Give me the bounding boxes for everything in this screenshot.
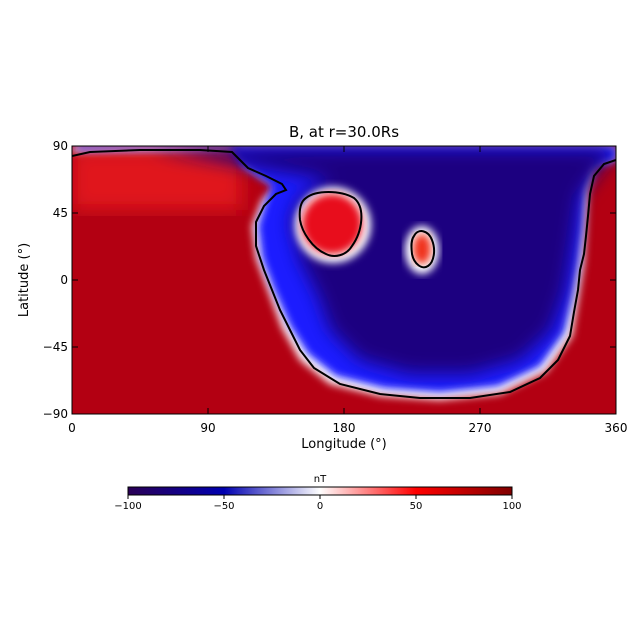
x-tick-label: 360 bbox=[605, 421, 628, 435]
positive-band-north bbox=[72, 150, 242, 210]
x-tick-label: 180 bbox=[333, 421, 356, 435]
x-tick-label: 0 bbox=[68, 421, 76, 435]
colorbar bbox=[127, 486, 513, 496]
negative-core bbox=[150, 148, 616, 374]
y-tick-label: −90 bbox=[43, 407, 68, 421]
zero-contour-island-2 bbox=[410, 230, 436, 269]
y-tick-label: 0 bbox=[60, 273, 68, 287]
y-axis-label: Latitude (°) bbox=[17, 243, 32, 317]
colorbar-tick-label: −50 bbox=[213, 501, 234, 512]
positive-island-2 bbox=[413, 234, 431, 264]
y-ticks: 90 45 0 −45 −90 bbox=[43, 139, 616, 421]
y-tick-label: 45 bbox=[53, 206, 68, 220]
x-tick-label: 90 bbox=[200, 421, 215, 435]
zero-contour-main bbox=[72, 149, 616, 399]
zero-contour-island-1 bbox=[298, 191, 363, 257]
x-axis-label: Longitude (°) bbox=[301, 437, 386, 452]
y-tick-label: −45 bbox=[43, 340, 68, 354]
heatmap bbox=[72, 146, 616, 414]
positive-island-1 bbox=[302, 194, 362, 254]
colorbar-label: nT bbox=[314, 474, 327, 485]
y-tick-label: 90 bbox=[53, 139, 68, 153]
chart-title: B, at r=30.0Rs bbox=[289, 123, 399, 141]
colorbar-tick-label: 0 bbox=[317, 501, 323, 512]
colorbar-tick-label: 100 bbox=[502, 501, 521, 512]
colorbar-tick-label: −100 bbox=[114, 501, 141, 512]
colorbar-ticks: −100 −50 0 50 100 bbox=[114, 495, 522, 512]
x-tick-label: 270 bbox=[469, 421, 492, 435]
colorbar-tick-label: 50 bbox=[410, 501, 423, 512]
x-ticks: 0 90 180 270 360 bbox=[68, 146, 627, 435]
